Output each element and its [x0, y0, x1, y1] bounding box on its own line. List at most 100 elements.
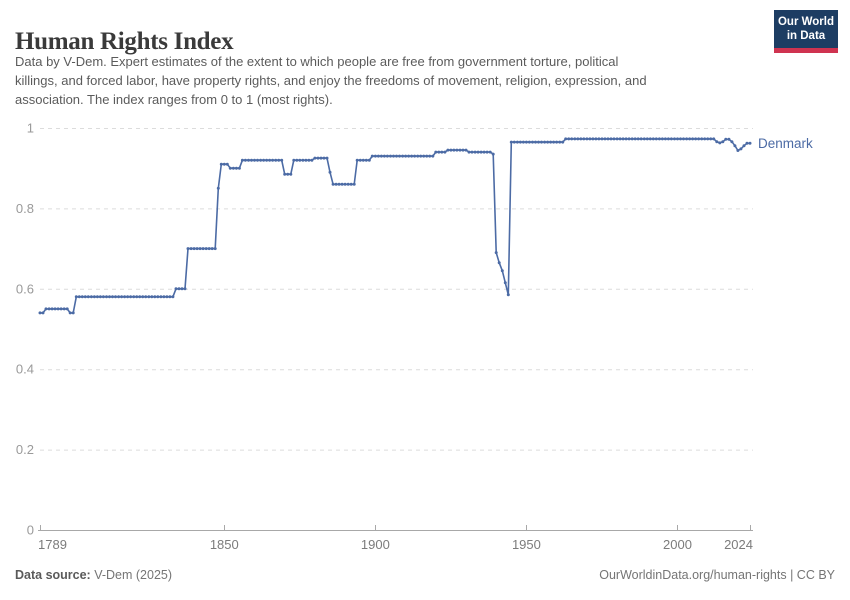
data-point	[283, 172, 287, 176]
data-point	[201, 247, 205, 251]
data-point	[150, 295, 154, 299]
data-point	[349, 182, 353, 186]
data-source-label: Data source:	[15, 568, 91, 582]
credit-link[interactable]: OurWorldinData.org/human-rights | CC BY	[599, 568, 835, 582]
data-point	[117, 295, 121, 299]
data-point	[546, 140, 550, 144]
data-point	[346, 182, 350, 186]
data-point	[219, 162, 223, 166]
data-point	[243, 158, 247, 162]
data-point	[470, 150, 474, 154]
data-point	[467, 150, 471, 154]
data-point	[247, 158, 250, 162]
data-point	[144, 295, 148, 299]
data-point	[195, 247, 199, 251]
data-point	[385, 154, 389, 158]
data-point	[497, 261, 501, 265]
data-point	[630, 137, 634, 141]
owid-logo[interactable]: Our World in Data	[774, 10, 838, 53]
data-point	[74, 295, 78, 299]
data-point	[440, 150, 444, 154]
data-point	[328, 170, 332, 174]
data-point	[192, 247, 196, 251]
data-point	[594, 137, 598, 141]
data-point	[479, 150, 483, 154]
data-point	[733, 144, 737, 148]
data-point	[642, 137, 646, 141]
data-point	[304, 158, 308, 162]
data-point	[660, 137, 664, 141]
data-point	[56, 307, 60, 311]
data-point	[600, 137, 604, 141]
data-point	[44, 307, 48, 311]
data-point	[289, 172, 293, 176]
data-point	[407, 154, 411, 158]
data-point	[428, 154, 432, 158]
data-point	[316, 156, 320, 160]
data-point	[186, 247, 190, 251]
data-point	[325, 156, 329, 160]
data-point	[38, 311, 42, 315]
data-point	[204, 247, 208, 251]
x-tick-label-2000: 2000	[663, 537, 692, 552]
data-point	[564, 137, 568, 141]
data-point	[98, 295, 102, 299]
data-point	[712, 137, 716, 141]
data-point	[382, 154, 386, 158]
data-point	[591, 137, 595, 141]
data-point	[666, 137, 670, 141]
data-point	[367, 158, 371, 162]
data-point	[307, 158, 311, 162]
data-point	[694, 137, 698, 141]
data-point	[277, 158, 281, 162]
data-point	[159, 295, 163, 299]
data-point	[703, 137, 707, 141]
data-point	[482, 150, 486, 154]
data-point	[376, 154, 380, 158]
line-chart: 0 0.2 0.4 0.6 0.8 1 1789 1850 1900 1950 2000 2024 De…	[16, 121, 813, 553]
data-point	[180, 287, 184, 291]
data-point	[108, 295, 111, 299]
data-point	[488, 150, 492, 154]
data-point	[473, 150, 477, 154]
y-tick-label-0.4: 0.4	[16, 362, 34, 377]
data-point	[585, 137, 589, 141]
data-point	[216, 186, 220, 190]
data-point	[355, 158, 359, 162]
data-point	[567, 137, 571, 141]
y-tick-label-1: 1	[27, 121, 34, 136]
subtitle-line-3: association. The index ranges from 0 to …	[15, 92, 333, 107]
data-source: Data source: V-Dem (2025)	[15, 567, 172, 583]
data-point	[313, 156, 317, 160]
data-point	[183, 287, 187, 291]
data-point	[685, 137, 689, 141]
data-point	[228, 166, 232, 170]
data-point	[165, 295, 169, 299]
data-point	[413, 154, 417, 158]
x-tick-label-1850: 1850	[210, 537, 239, 552]
data-point	[748, 141, 752, 145]
y-tick-label-0.6: 0.6	[16, 281, 34, 296]
data-point	[256, 158, 259, 162]
data-point	[455, 148, 459, 152]
data-point	[101, 295, 105, 299]
data-point	[231, 166, 235, 170]
data-point	[446, 148, 450, 152]
data-point	[322, 156, 326, 160]
data-point	[727, 137, 731, 141]
x-tick-label-1950: 1950	[512, 537, 541, 552]
data-point	[449, 148, 453, 152]
data-point	[262, 158, 266, 162]
data-point	[156, 295, 160, 299]
data-point	[612, 137, 616, 141]
data-point	[240, 158, 244, 162]
data-point	[114, 295, 117, 299]
data-point	[398, 154, 401, 158]
data-point	[80, 295, 84, 299]
data-point	[509, 140, 513, 144]
data-point	[416, 154, 420, 158]
data-point	[129, 295, 133, 299]
data-point	[126, 295, 130, 299]
data-point	[268, 158, 272, 162]
